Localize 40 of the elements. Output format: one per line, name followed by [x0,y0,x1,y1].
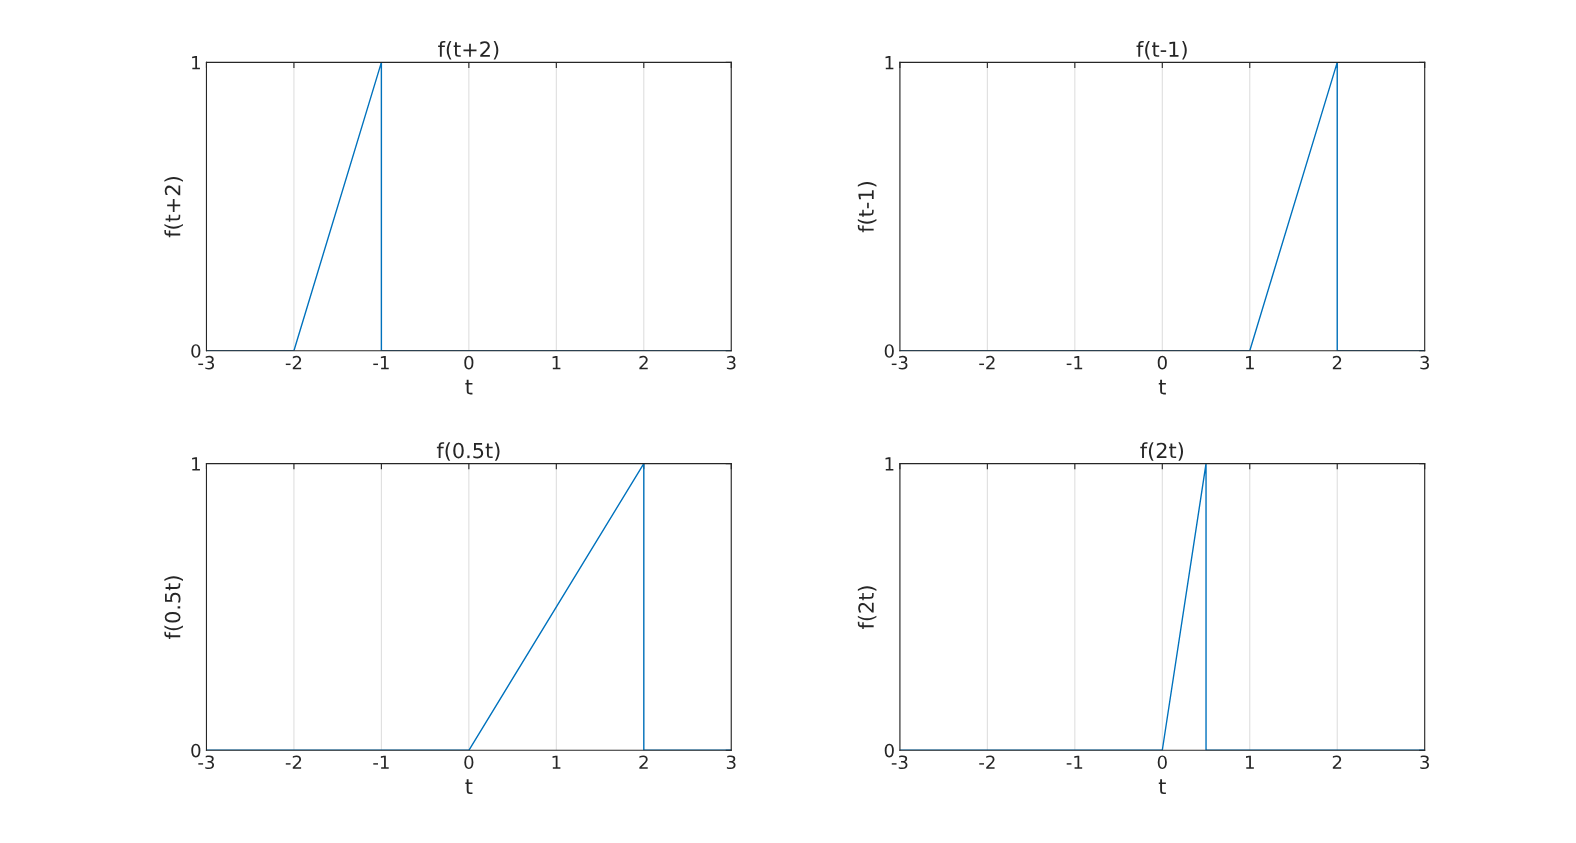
y-axis-title: f(2t) [857,586,877,629]
x-tick-label: 0 [1157,355,1167,370]
x-axis-title: t [1158,779,1166,794]
x-tick-label: 1 [552,755,561,769]
x-tick-label: 2 [639,355,648,370]
y-axis-title: f(t+2) [164,177,183,238]
y-tick-label: 1 [885,56,894,70]
x-tick-label: 2 [1332,355,1342,370]
x-tick-label: 1 [1246,755,1254,769]
x-tick-label: -2 [979,755,995,769]
x-axis-title: t [465,379,473,395]
x-tick-label: 3 [726,355,736,370]
y-tick-label: 1 [885,457,894,471]
x-tick-label: -1 [373,755,389,769]
y-tick-label: 1 [192,457,200,471]
x-tick-label: 3 [1420,355,1429,370]
chart-title: f(2t) [1140,442,1184,461]
chart-title: f(t+2) [438,41,499,60]
x-tick-label: 2 [639,755,648,769]
chart-title: f(t-1) [1136,41,1187,60]
x-tick-label: -1 [1066,755,1083,769]
y-tick-label: 1 [192,56,200,70]
x-tick-label: 0 [464,355,474,370]
x-tick-label: 1 [552,356,561,370]
x-tick-label: 2 [1332,755,1342,769]
x-axis-title: t [465,779,473,794]
x-tick-label: -2 [285,355,302,370]
x-axis-title: t [1158,379,1166,395]
x-tick-label: -1 [373,356,389,370]
x-tick-label: 3 [726,755,736,770]
x-tick-label: -1 [1066,356,1083,370]
x-tick-label: -2 [979,355,995,370]
chart-title: f(0.5t) [436,442,500,461]
x-tick-label: 0 [464,755,474,770]
y-axis-title: f(t-1) [857,182,877,233]
x-tick-label: 1 [1246,356,1254,370]
x-tick-label: -2 [285,755,302,769]
y-axis-title: f(0.5t) [164,576,183,639]
x-tick-label: 3 [1420,755,1429,770]
x-tick-label: 0 [1157,755,1167,770]
